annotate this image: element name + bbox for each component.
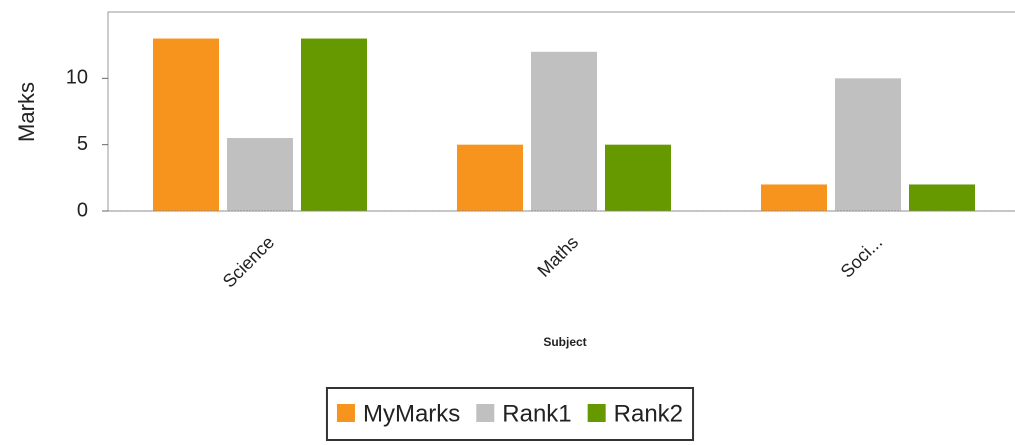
- x-tick-label: Maths: [533, 232, 582, 281]
- x-tick-label: Science: [219, 232, 278, 291]
- x-tick-label: Soci...: [837, 232, 887, 282]
- bar: [153, 38, 219, 212]
- y-tick-label: 10: [66, 67, 88, 89]
- y-tick-label: 0: [77, 199, 88, 221]
- bar: [761, 184, 827, 211]
- y-tick-label: 5: [77, 133, 88, 155]
- legend-label: Rank2: [614, 400, 683, 427]
- legend-label: MyMarks: [363, 400, 460, 427]
- x-axis-label: Subject: [543, 335, 586, 349]
- legend-swatch: [587, 404, 606, 422]
- legend: MyMarks Rank1 Rank2: [325, 387, 695, 441]
- legend-swatch: [336, 404, 355, 422]
- bar: [457, 144, 523, 211]
- bar: [227, 138, 293, 211]
- bar: [909, 184, 975, 211]
- legend-label: Rank1: [502, 400, 571, 427]
- y-axis-label: Marks: [14, 82, 39, 142]
- bar: [835, 78, 901, 211]
- bar: [605, 144, 671, 211]
- legend-swatch: [476, 404, 495, 422]
- legend-frame: [325, 387, 695, 441]
- bar: [531, 51, 597, 211]
- bar: [301, 38, 367, 212]
